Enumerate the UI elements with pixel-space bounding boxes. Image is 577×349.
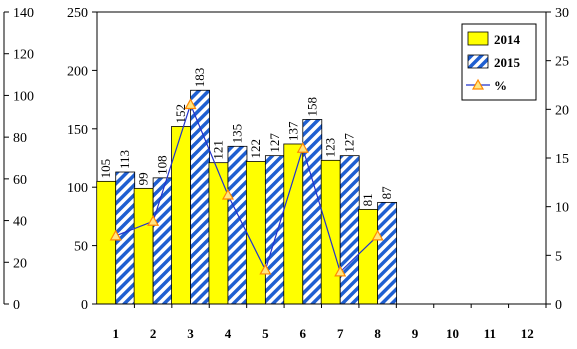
left-axis: 0 50 100 150 200 250 [67, 6, 98, 313]
bar-2015 [190, 89, 210, 305]
category-label: 6 [300, 326, 307, 341]
left-tick-label: 50 [74, 240, 88, 255]
category-label: 3 [187, 326, 194, 341]
left-tick-label: 200 [67, 64, 88, 79]
outer-tick-label: 100 [13, 89, 34, 104]
data-label-2015: 127 [342, 133, 357, 153]
percent-point [259, 263, 272, 275]
left-tick-label: 250 [67, 6, 88, 21]
category-label: 11 [484, 326, 496, 341]
bar-2014 [245, 161, 266, 305]
right-tick-label: 30 [555, 6, 569, 21]
category-label: 8 [374, 326, 381, 341]
category-label: 1 [112, 326, 119, 341]
bar-2014 [96, 180, 117, 305]
bar-2015 [152, 177, 173, 305]
category-label: 10 [446, 326, 459, 341]
left-tick-label: 150 [67, 123, 88, 138]
legend-label-2015: 2015 [494, 55, 521, 70]
data-label-2014: 123 [323, 138, 338, 158]
left-tick-label: 0 [81, 298, 88, 313]
category-label: 7 [337, 326, 344, 341]
category-label: 9 [412, 326, 419, 341]
legend-label-2014: 2014 [494, 32, 521, 47]
data-label-2014: 137 [285, 121, 300, 141]
category-label: 12 [521, 326, 534, 341]
data-label-2015: 135 [229, 124, 244, 143]
right-tick-label: 25 [555, 55, 569, 70]
percent-point [221, 188, 234, 200]
right-axis: 0 5 10 15 20 25 30 [97, 6, 569, 313]
percent-line [115, 102, 379, 273]
percent-point [109, 229, 122, 241]
data-label-2014: 99 [136, 172, 151, 185]
bar-2015 [339, 155, 360, 305]
percent-point [371, 229, 384, 241]
outer-tick-label: 0 [13, 298, 20, 313]
right-tick-label: 20 [555, 103, 569, 118]
outer-left-axis: 0 20 40 60 80 100 120 140 [3, 6, 34, 313]
bar-2015 [302, 119, 323, 305]
outer-tick-label: 140 [13, 6, 34, 21]
right-tick-label: 15 [555, 152, 569, 167]
bar-2015 [227, 145, 248, 305]
data-label-2015: 87 [379, 186, 394, 200]
bar-2015 [264, 155, 285, 305]
data-label-2014: 105 [98, 159, 113, 179]
outer-tick-label: 20 [13, 256, 27, 271]
right-tick-label: 5 [555, 249, 562, 264]
bar-2015 [377, 201, 398, 305]
legend-marker-percent [471, 78, 485, 90]
data-label-2014: 122 [248, 139, 263, 159]
percent-point [184, 98, 197, 110]
data-label-2014: 121 [210, 140, 225, 160]
outer-tick-label: 120 [13, 48, 34, 63]
bar-2014 [358, 208, 379, 305]
left-tick-label: 100 [67, 181, 88, 196]
right-tick-label: 10 [555, 201, 569, 216]
data-label-2015: 108 [155, 155, 170, 175]
category-label: 2 [150, 326, 157, 341]
right-tick-label: 0 [555, 298, 562, 313]
percent-point [296, 142, 309, 153]
legend-swatch-2014 [467, 31, 489, 46]
legend: 2014 2015% [461, 23, 537, 101]
category-label: 5 [262, 326, 269, 341]
percent-point [147, 215, 160, 226]
percent-point [334, 265, 347, 277]
bar-2014 [208, 162, 229, 305]
outer-tick-label: 40 [13, 215, 27, 230]
category-labels: 1 2 3 4 5 6 7 8 9 10 11 12 [97, 303, 547, 341]
data-label-2015: 127 [267, 133, 282, 153]
bar-2014 [320, 159, 341, 305]
data-label-2015: 158 [304, 97, 319, 117]
data-label-2014: 152 [173, 104, 188, 124]
outer-tick-label: 60 [13, 173, 27, 188]
data-label-2015: 113 [117, 150, 132, 169]
bar-2014 [283, 143, 304, 305]
legend-label-percent: % [494, 78, 507, 93]
bar-2014 [133, 187, 154, 305]
legend-swatch-2015 [467, 54, 489, 69]
outer-tick-label: 80 [13, 131, 27, 146]
data-label-2014: 81 [360, 193, 375, 206]
category-label: 4 [225, 326, 232, 341]
data-label-2015: 183 [192, 68, 207, 88]
percent-line-layer [109, 98, 384, 277]
